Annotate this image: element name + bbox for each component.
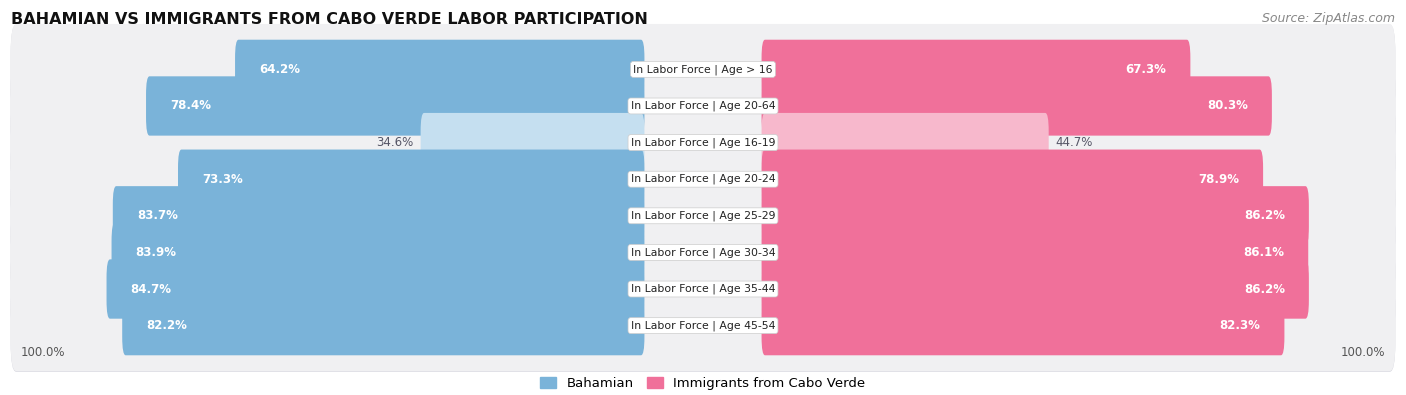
FancyBboxPatch shape <box>762 113 1049 172</box>
FancyBboxPatch shape <box>11 134 1395 225</box>
FancyBboxPatch shape <box>762 76 1272 135</box>
Text: 80.3%: 80.3% <box>1206 100 1247 113</box>
Text: 86.2%: 86.2% <box>1244 209 1285 222</box>
FancyBboxPatch shape <box>11 245 1395 335</box>
FancyBboxPatch shape <box>11 170 1395 261</box>
Text: In Labor Force | Age 30-34: In Labor Force | Age 30-34 <box>631 247 775 258</box>
Text: 34.6%: 34.6% <box>377 136 413 149</box>
FancyBboxPatch shape <box>235 40 644 99</box>
FancyBboxPatch shape <box>762 296 1285 355</box>
FancyBboxPatch shape <box>11 25 1395 115</box>
Text: In Labor Force | Age 20-64: In Labor Force | Age 20-64 <box>631 101 775 111</box>
Text: 44.7%: 44.7% <box>1056 136 1092 149</box>
Text: 82.3%: 82.3% <box>1219 319 1260 332</box>
Text: In Labor Force | Age 45-54: In Labor Force | Age 45-54 <box>631 320 775 331</box>
FancyBboxPatch shape <box>11 207 1395 298</box>
FancyBboxPatch shape <box>11 24 1395 115</box>
Text: 83.7%: 83.7% <box>136 209 177 222</box>
Text: 78.9%: 78.9% <box>1198 173 1239 186</box>
FancyBboxPatch shape <box>107 260 644 319</box>
Text: In Labor Force | Age > 16: In Labor Force | Age > 16 <box>633 64 773 75</box>
FancyBboxPatch shape <box>179 150 644 209</box>
FancyBboxPatch shape <box>112 186 644 245</box>
Text: Source: ZipAtlas.com: Source: ZipAtlas.com <box>1261 12 1395 25</box>
Text: In Labor Force | Age 35-44: In Labor Force | Age 35-44 <box>631 284 775 294</box>
FancyBboxPatch shape <box>11 208 1395 299</box>
FancyBboxPatch shape <box>11 135 1395 225</box>
FancyBboxPatch shape <box>146 76 644 135</box>
Text: 82.2%: 82.2% <box>146 319 187 332</box>
Text: 100.0%: 100.0% <box>1340 346 1385 359</box>
Legend: Bahamian, Immigrants from Cabo Verde: Bahamian, Immigrants from Cabo Verde <box>536 371 870 395</box>
Text: 78.4%: 78.4% <box>170 100 211 113</box>
Text: 67.3%: 67.3% <box>1125 63 1166 76</box>
Text: In Labor Force | Age 16-19: In Labor Force | Age 16-19 <box>631 137 775 148</box>
FancyBboxPatch shape <box>762 186 1309 245</box>
Text: 86.1%: 86.1% <box>1243 246 1284 259</box>
Text: In Labor Force | Age 20-24: In Labor Force | Age 20-24 <box>631 174 775 184</box>
FancyBboxPatch shape <box>11 97 1395 188</box>
Text: 73.3%: 73.3% <box>202 173 243 186</box>
FancyBboxPatch shape <box>762 40 1191 99</box>
FancyBboxPatch shape <box>11 98 1395 189</box>
FancyBboxPatch shape <box>11 60 1395 151</box>
FancyBboxPatch shape <box>111 223 644 282</box>
FancyBboxPatch shape <box>11 280 1395 371</box>
Text: 86.2%: 86.2% <box>1244 282 1285 295</box>
FancyBboxPatch shape <box>762 150 1263 209</box>
FancyBboxPatch shape <box>11 171 1395 262</box>
Text: In Labor Force | Age 25-29: In Labor Force | Age 25-29 <box>631 211 775 221</box>
Text: 100.0%: 100.0% <box>21 346 66 359</box>
Text: 84.7%: 84.7% <box>131 282 172 295</box>
Text: 64.2%: 64.2% <box>259 63 299 76</box>
FancyBboxPatch shape <box>11 281 1395 372</box>
Text: BAHAMIAN VS IMMIGRANTS FROM CABO VERDE LABOR PARTICIPATION: BAHAMIAN VS IMMIGRANTS FROM CABO VERDE L… <box>11 12 648 27</box>
FancyBboxPatch shape <box>11 244 1395 335</box>
FancyBboxPatch shape <box>762 260 1309 319</box>
FancyBboxPatch shape <box>122 296 644 355</box>
FancyBboxPatch shape <box>420 113 644 172</box>
FancyBboxPatch shape <box>762 223 1308 282</box>
Text: 83.9%: 83.9% <box>135 246 177 259</box>
FancyBboxPatch shape <box>11 61 1395 152</box>
